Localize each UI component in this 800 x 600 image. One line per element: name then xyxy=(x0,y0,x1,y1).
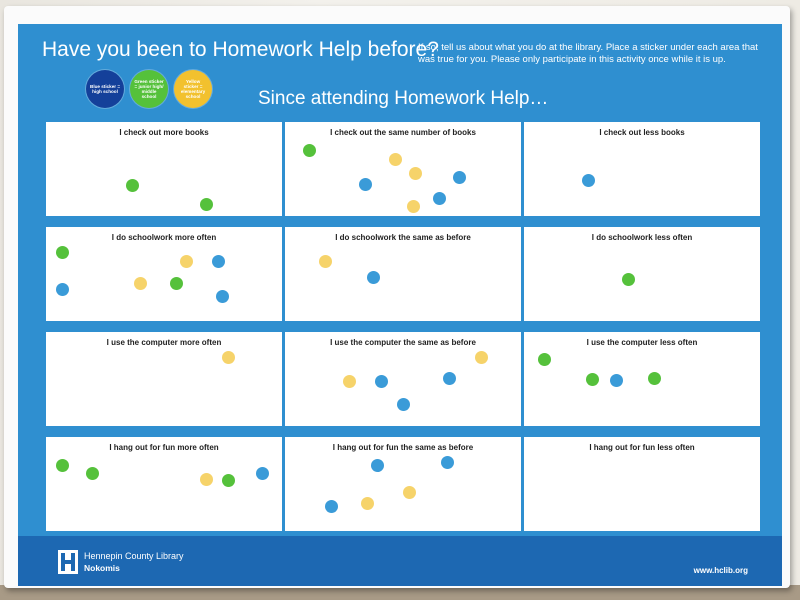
grid-row-books: I check out more books I check out the s… xyxy=(46,122,760,216)
cell-schoolwork-same[interactable]: I do schoolwork the same as before xyxy=(285,227,521,321)
cell-label: I hang out for fun less often xyxy=(589,443,695,452)
blue-sticker xyxy=(433,192,446,205)
grid-row-schoolwork: I do schoolwork more often I do schoolwo… xyxy=(46,227,760,321)
yellow-sticker xyxy=(407,200,420,213)
poster-instructions: If so, tell us about what you do at the … xyxy=(418,42,758,65)
key-green-label: Green sticker = junior high/ middle scho… xyxy=(134,78,164,100)
blue-sticker xyxy=(441,456,454,469)
blue-sticker xyxy=(212,255,225,268)
blue-sticker xyxy=(56,283,69,296)
branch-name: Nokomis xyxy=(84,563,120,573)
yellow-sticker xyxy=(180,255,193,268)
blue-sticker xyxy=(397,398,410,411)
yellow-sticker xyxy=(222,351,235,364)
blue-sticker xyxy=(582,174,595,187)
green-sticker xyxy=(56,459,69,472)
cell-books-less[interactable]: I check out less books xyxy=(524,122,760,216)
blue-sticker xyxy=(443,372,456,385)
cell-label: I check out less books xyxy=(599,128,685,137)
blue-sticker xyxy=(371,459,384,472)
green-sticker xyxy=(170,277,183,290)
cell-schoolwork-less[interactable]: I do schoolwork less often xyxy=(524,227,760,321)
sticker-grid: I check out more books I check out the s… xyxy=(46,122,760,534)
green-sticker xyxy=(303,144,316,157)
yellow-sticker xyxy=(134,277,147,290)
green-sticker xyxy=(648,372,661,385)
cell-computer-less[interactable]: I use the computer less often xyxy=(524,332,760,426)
key-yellow-sticker: Yellow sticker = elementary school xyxy=(174,70,212,108)
yellow-sticker xyxy=(343,375,356,388)
library-logo-icon xyxy=(58,550,78,574)
green-sticker xyxy=(622,273,635,286)
floor xyxy=(0,585,800,600)
yellow-sticker xyxy=(361,497,374,510)
green-sticker xyxy=(126,179,139,192)
cell-label: I hang out for fun more often xyxy=(109,443,219,452)
blue-sticker xyxy=(325,500,338,513)
key-yellow-label: Yellow sticker = elementary school xyxy=(180,78,206,100)
library-name: Hennepin County Library Nokomis xyxy=(84,550,184,574)
blue-sticker xyxy=(367,271,380,284)
cell-label: I check out more books xyxy=(119,128,209,137)
cell-label: I do schoolwork more often xyxy=(111,233,217,242)
cell-label: I use the computer the same as before xyxy=(330,338,476,347)
blue-sticker xyxy=(375,375,388,388)
cell-hangout-more[interactable]: I hang out for fun more often xyxy=(46,437,282,531)
yellow-sticker xyxy=(200,473,213,486)
green-sticker xyxy=(200,198,213,211)
cell-hangout-less[interactable]: I hang out for fun less often xyxy=(524,437,760,531)
grid-row-hangout: I hang out for fun more often I hang out… xyxy=(46,437,760,531)
key-blue-label: Blue sticker = high school xyxy=(90,83,121,94)
blue-sticker xyxy=(610,374,623,387)
cell-label: I check out the same number of books xyxy=(330,128,476,137)
grid-row-computer: I use the computer more often I use the … xyxy=(46,332,760,426)
cell-label: I use the computer more often xyxy=(106,338,222,347)
cell-books-more[interactable]: I check out more books xyxy=(46,122,282,216)
cell-label: I do schoolwork the same as before xyxy=(335,233,471,242)
blue-sticker xyxy=(216,290,229,303)
yellow-sticker xyxy=(475,351,488,364)
poster: Have you been to Homework Help before? I… xyxy=(18,24,782,586)
blue-sticker xyxy=(453,171,466,184)
green-sticker xyxy=(586,373,599,386)
library-url: www.hclib.org xyxy=(693,566,748,575)
green-sticker xyxy=(56,246,69,259)
yellow-sticker xyxy=(409,167,422,180)
blue-sticker xyxy=(256,467,269,480)
yellow-sticker xyxy=(389,153,402,166)
cell-hangout-same[interactable]: I hang out for fun the same as before xyxy=(285,437,521,531)
cell-label: I use the computer less often xyxy=(586,338,698,347)
poster-board: Have you been to Homework Help before? I… xyxy=(4,6,790,588)
cell-label: I do schoolwork less often xyxy=(591,233,693,242)
poster-subtitle: Since attending Homework Help… xyxy=(258,88,549,109)
yellow-sticker xyxy=(319,255,332,268)
blue-sticker xyxy=(359,178,372,191)
key-blue-sticker: Blue sticker = high school xyxy=(86,70,124,108)
green-sticker xyxy=(538,353,551,366)
key-green-sticker: Green sticker = junior high/ middle scho… xyxy=(130,70,168,108)
poster-title: Have you been to Homework Help before? xyxy=(42,38,439,61)
cell-label: I hang out for fun the same as before xyxy=(332,443,474,452)
yellow-sticker xyxy=(403,486,416,499)
green-sticker xyxy=(86,467,99,480)
library-name-text: Hennepin County Library xyxy=(84,551,184,561)
cell-books-same[interactable]: I check out the same number of books xyxy=(285,122,521,216)
cell-schoolwork-more[interactable]: I do schoolwork more often xyxy=(46,227,282,321)
green-sticker xyxy=(222,474,235,487)
cell-computer-same[interactable]: I use the computer the same as before xyxy=(285,332,521,426)
cell-computer-more[interactable]: I use the computer more often xyxy=(46,332,282,426)
poster-footer: Hennepin County Library Nokomis www.hcli… xyxy=(18,536,782,586)
